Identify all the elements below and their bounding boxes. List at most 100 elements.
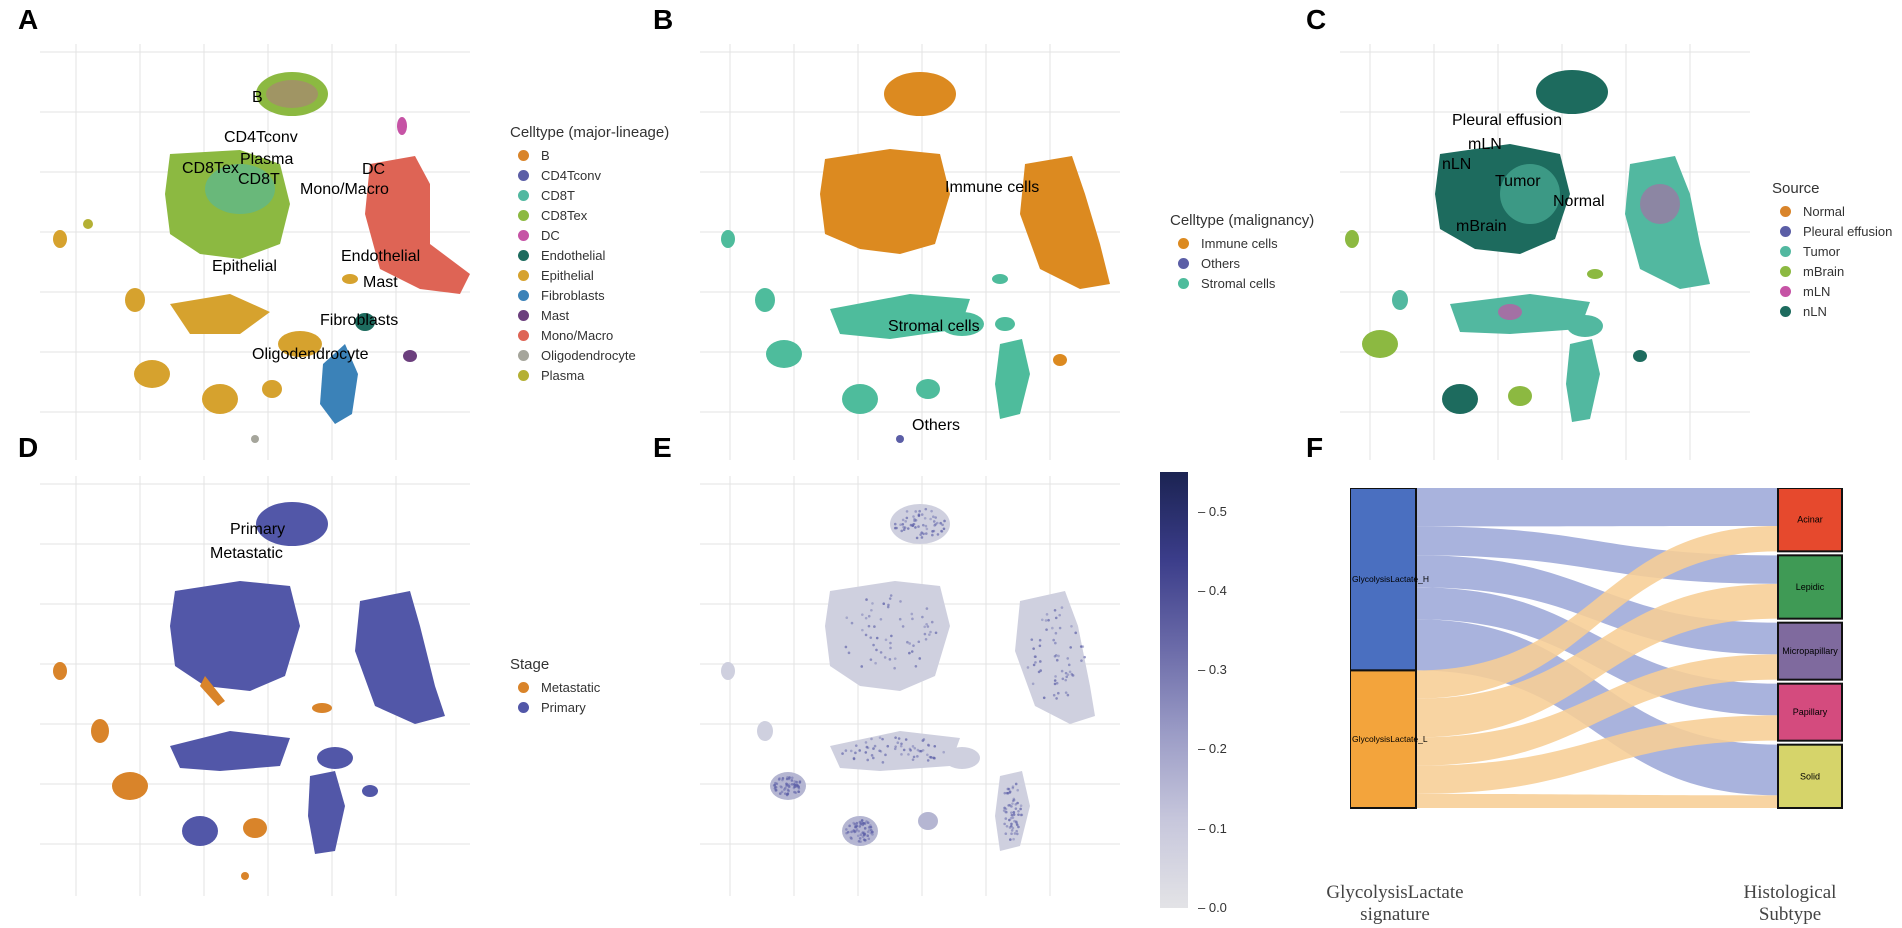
legend-label: Epithelial xyxy=(541,267,594,283)
score-point xyxy=(1070,625,1073,628)
score-point xyxy=(918,509,921,513)
label-mono-macro: Mono/Macro xyxy=(300,181,389,198)
cluster-endothelial xyxy=(355,313,375,331)
label-primary: Primary xyxy=(230,521,285,538)
score-point xyxy=(862,833,866,836)
score-point xyxy=(1065,675,1069,679)
score-point xyxy=(773,783,777,787)
cluster-tumor-2 xyxy=(1566,339,1600,422)
legend-title: Source xyxy=(1772,180,1820,197)
score-point xyxy=(1064,671,1068,675)
score-point xyxy=(943,519,946,523)
score-point xyxy=(860,665,864,668)
score-point xyxy=(875,636,879,640)
score-point xyxy=(930,620,934,624)
legend-marker xyxy=(518,229,529,241)
cluster-primary-4 xyxy=(317,747,353,769)
score-point xyxy=(863,827,867,830)
label-nln: nLN xyxy=(1442,156,1471,173)
score-point xyxy=(1011,786,1015,790)
score-point xyxy=(933,756,936,760)
score-point xyxy=(926,759,930,762)
panel-letter-b: B xyxy=(653,4,674,35)
score-point xyxy=(854,751,857,755)
cluster-immune-small xyxy=(1053,354,1067,366)
legend-marker xyxy=(1780,245,1791,257)
score-point xyxy=(852,756,856,760)
score-point xyxy=(1003,791,1007,795)
sankey-node-papillary xyxy=(1777,682,1843,742)
score-point xyxy=(1032,647,1035,650)
legend-panel-c: Source Normal Pleural effusion Tumor mBrain… xyxy=(1772,180,1892,321)
sankey-node-label: GlycolysisLactate_L xyxy=(1352,734,1428,744)
cluster-primary-2 xyxy=(182,816,218,846)
cluster-epithelial-2 xyxy=(134,360,170,388)
score-point xyxy=(1017,809,1020,813)
label-metastatic: Metastatic xyxy=(210,545,283,562)
legend-item: Mono/Macro xyxy=(518,325,669,345)
score-point xyxy=(1016,832,1019,836)
score-point xyxy=(860,819,864,822)
score-point xyxy=(859,833,863,837)
label-oligodendrocyte: Oligodendrocyte xyxy=(252,346,369,363)
score-point xyxy=(1011,799,1015,803)
score-point xyxy=(908,651,911,655)
score-point xyxy=(797,790,801,794)
label-mbrain: mBrain xyxy=(1456,218,1507,235)
score-point xyxy=(1053,654,1057,658)
umap-panel-b: Immune cells Stromal cells Others xyxy=(700,44,1120,460)
score-point xyxy=(1070,672,1074,676)
score-point xyxy=(929,517,932,521)
legend-marker xyxy=(518,681,529,693)
score-point xyxy=(793,790,796,794)
legend-marker xyxy=(518,369,529,381)
score-point xyxy=(785,777,789,781)
score-point xyxy=(916,748,920,752)
sankey-node-label: Papillary xyxy=(1793,707,1828,717)
score-point xyxy=(1047,618,1050,622)
score-point xyxy=(942,750,946,754)
legend-panel-a: Celltype (major-lineage) B CD4Tconv CD8T CD… xyxy=(510,124,669,385)
sankey-node-solid xyxy=(1777,743,1843,809)
sankey-flow-glycolysislactate-l-to-papillary xyxy=(1416,715,1778,794)
score-point xyxy=(869,825,873,829)
score-point xyxy=(790,782,794,786)
cluster-t-primary xyxy=(170,581,300,691)
score-point xyxy=(909,749,912,752)
score-point xyxy=(850,830,853,834)
score-point xyxy=(920,536,924,540)
score-point xyxy=(914,526,917,529)
cluster-tumor-3 xyxy=(1567,315,1603,337)
score-point xyxy=(1011,826,1015,830)
legend-item: CD8Tex xyxy=(518,205,669,225)
cluster-mbrain-2 xyxy=(1345,230,1359,248)
score-point xyxy=(1079,645,1083,648)
score-point xyxy=(1005,824,1009,828)
legend-title: Stage xyxy=(510,656,550,673)
cluster-primary-5 xyxy=(362,785,378,797)
score-point xyxy=(1011,816,1015,819)
score-point xyxy=(923,625,927,629)
legend-label: DC xyxy=(541,227,560,243)
score-point xyxy=(788,776,791,779)
score-speckles xyxy=(772,507,1086,843)
score-point xyxy=(875,648,878,652)
score-point xyxy=(786,776,789,779)
score-point xyxy=(1010,824,1013,828)
cluster-score-7 xyxy=(918,812,938,830)
legend-marker xyxy=(518,169,529,181)
cluster-meta-streak xyxy=(200,676,225,706)
grid xyxy=(700,44,1120,460)
score-point xyxy=(912,522,915,526)
score-point xyxy=(1054,641,1057,645)
score-point xyxy=(1053,609,1057,612)
cluster-meta-3 xyxy=(53,662,67,680)
score-point xyxy=(882,602,886,606)
score-point xyxy=(850,837,853,840)
score-point xyxy=(780,785,783,789)
sankey-flow-glycolysislactate-l-to-acinar xyxy=(1416,526,1778,699)
score-point xyxy=(867,837,871,841)
score-point xyxy=(858,825,862,828)
legend-item: Epithelial xyxy=(518,265,669,285)
score-point xyxy=(1019,804,1023,808)
